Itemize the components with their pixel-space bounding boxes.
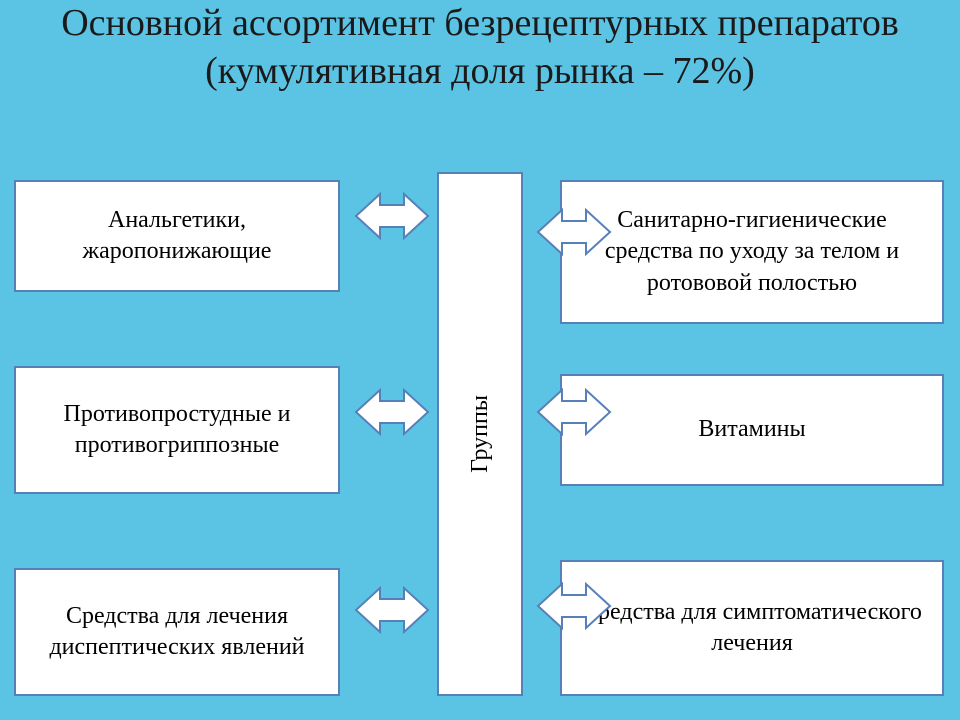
category-label: Средства для лечения диспептических явле… [26, 601, 328, 663]
category-label: Витамины [698, 414, 805, 445]
arrow-right-2 [534, 580, 614, 632]
center-group-label: Группы [467, 395, 494, 473]
category-label: Санитарно-гигиенические средства по уход… [572, 205, 932, 299]
diagram-title: Основной ассортимент безрецептурных преп… [0, 0, 960, 95]
arrow-right-0 [534, 206, 614, 258]
category-box-left-1: Противопростудные и противогриппозные [14, 366, 340, 494]
arrow-left-1 [352, 386, 432, 438]
category-box-left-0: Анальгетики, жаропонижающие [14, 180, 340, 292]
arrow-left-2 [352, 584, 432, 636]
arrow-right-1 [534, 386, 614, 438]
center-group-box: Группы [437, 172, 523, 696]
category-box-right-2: Средства для симптоматического лечения [560, 560, 944, 696]
category-box-left-2: Средства для лечения диспептических явле… [14, 568, 340, 696]
category-box-right-1: Витамины [560, 374, 944, 486]
category-box-right-0: Санитарно-гигиенические средства по уход… [560, 180, 944, 324]
category-label: Средства для симптоматического лечения [572, 597, 932, 659]
arrow-left-0 [352, 190, 432, 242]
diagram-canvas: Основной ассортимент безрецептурных преп… [0, 0, 960, 720]
category-label: Противопростудные и противогриппозные [26, 399, 328, 461]
category-label: Анальгетики, жаропонижающие [26, 205, 328, 267]
